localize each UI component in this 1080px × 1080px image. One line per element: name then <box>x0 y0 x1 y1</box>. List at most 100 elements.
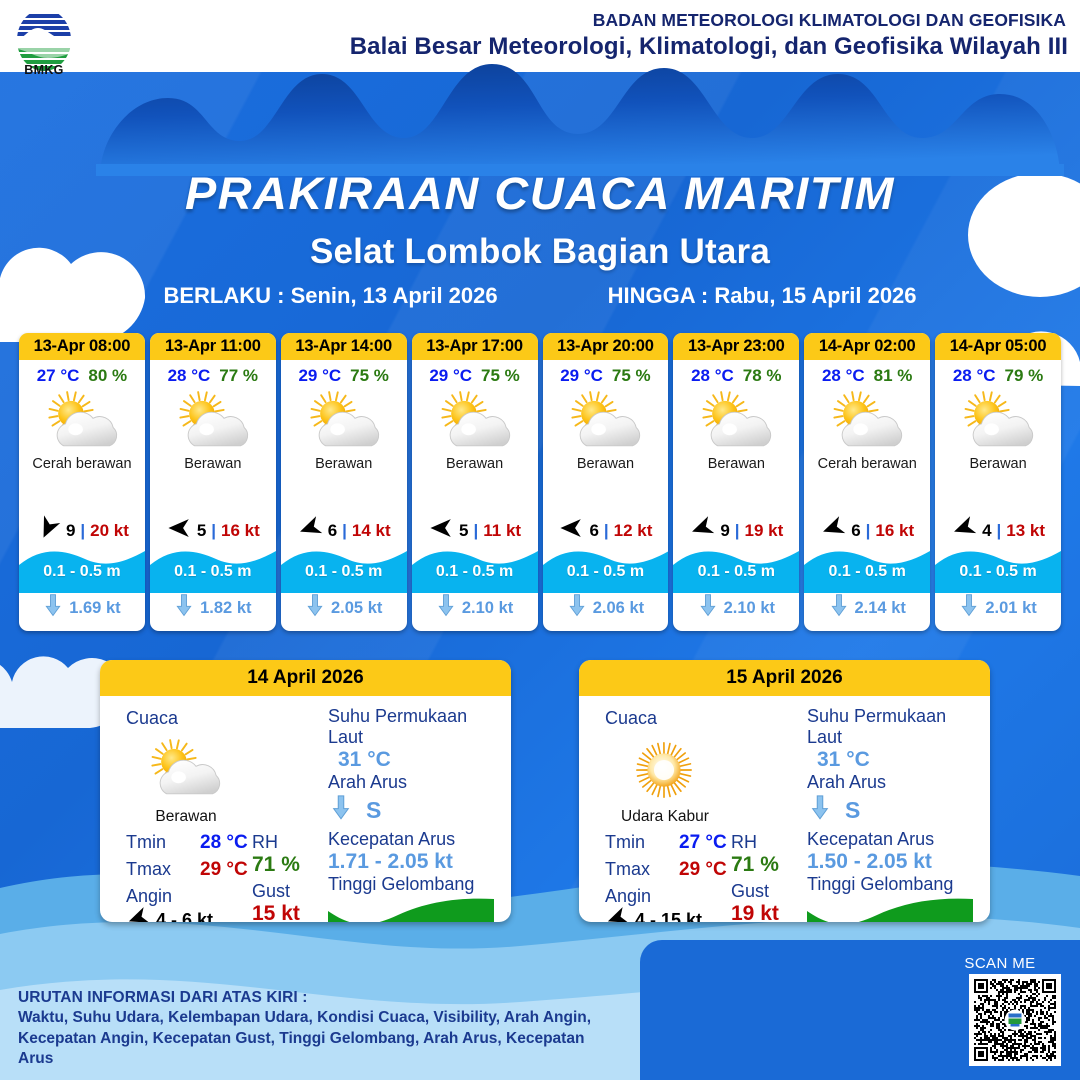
forecast-card[interactable]: 13-Apr 14:00 29 °C 75 % Berawan <box>280 333 407 631</box>
wave-badge-shape-icon <box>807 898 973 922</box>
visibility-value: 5 <box>196 520 207 540</box>
arrow-down-icon <box>307 594 323 617</box>
valid-to: HINGGA : Rabu, 15 April 2026 <box>608 283 917 309</box>
label-rh: RH <box>731 832 757 852</box>
wind-arrow-icon <box>299 516 322 534</box>
wave-shape-icon <box>149 551 276 593</box>
wind-arrow-sw-icon <box>35 515 61 546</box>
forecast-time: 14-Apr 02:00 <box>804 333 931 360</box>
tmax-value: 29 °C <box>200 859 248 880</box>
wind-arrow-wsw-icon <box>820 515 846 546</box>
arrow-down-icon <box>174 593 194 623</box>
agency-name-line1: BADAN METEOROLOGI KLIMATOLOGI DAN GEOFIS… <box>592 10 1066 30</box>
weather-icon <box>150 386 276 458</box>
weather-icon <box>281 386 407 458</box>
label-gust: Gust <box>252 881 291 901</box>
weather-label: Cerah berawan <box>817 456 917 472</box>
wind-row: 6 | 14 kt <box>281 515 407 546</box>
forecast-time: 13-Apr 08:00 <box>19 333 145 360</box>
gust-value: 19 kt <box>731 902 779 922</box>
forecast-card-row: 13-Apr 08:00 27 °C 80 % Cerah berawan <box>19 333 1061 631</box>
current-speed: 2.01 kt <box>985 598 1037 617</box>
current-speed: 2.10 kt <box>723 598 775 617</box>
top-wave-decoration <box>96 64 1064 176</box>
daily-summary-panel[interactable]: 15 April 2026 Cuaca Udara Kabur Tmin 27 … <box>579 660 990 922</box>
wind-arrow-icon <box>560 519 582 537</box>
arrow-down-icon <box>43 593 63 623</box>
current-row: 2.10 kt <box>673 593 799 623</box>
legend-line1: Waktu, Suhu Udara, Kelembapan Udara, Kon… <box>18 1009 592 1027</box>
wave-graphic <box>280 545 407 593</box>
wave-height: 0.1 - 0.5 m <box>305 563 383 580</box>
qr-code-icon[interactable] <box>969 974 1061 1066</box>
wave-shape-icon <box>935 551 1061 593</box>
sun-cloud-icon <box>440 391 510 447</box>
wave-graphic <box>411 545 538 593</box>
arrow-down-icon <box>698 593 718 623</box>
wind-speed: 12 kt <box>613 520 653 540</box>
wave-height: 0.1 - 0.5 m <box>174 563 252 580</box>
separator: | <box>211 520 217 540</box>
forecast-card[interactable]: 13-Apr 08:00 27 °C 80 % Cerah berawan <box>19 333 145 631</box>
wind-range: 4 - 6 kt <box>156 910 214 922</box>
daily-weather-label: Udara Kabur <box>621 808 709 825</box>
current-direction-value: S <box>845 796 861 823</box>
gust-value: 15 kt <box>252 902 300 922</box>
wind-row: 9 | 20 kt <box>19 515 145 546</box>
wave-height-badge: 0.5 - 1.25 m <box>807 897 973 922</box>
wind-speed: 13 kt <box>1006 520 1046 540</box>
arrow-down-icon <box>830 594 847 617</box>
angin-row: Angin <box>126 886 356 907</box>
daily-summary-panel[interactable]: 14 April 2026 Cuaca Berawan <box>100 660 511 922</box>
current-row: 2.01 kt <box>935 593 1061 623</box>
separator: | <box>342 520 347 540</box>
current-row: 2.10 kt <box>412 593 538 623</box>
label-kecepatan-arus: Kecepatan Arus <box>328 828 456 849</box>
weather-icon <box>935 386 1061 458</box>
forecast-card[interactable]: 13-Apr 20:00 29 °C 75 % Berawan <box>542 333 669 631</box>
humidity: 79 % <box>1004 366 1044 385</box>
visibility-value: 9 <box>65 520 76 540</box>
forecast-card[interactable]: 13-Apr 17:00 29 °C 75 % Berawan <box>411 333 538 631</box>
wind-arrow-wsw-icon <box>951 515 977 546</box>
daily-marine-col: Suhu Permukaan Laut 31 °C Arah Arus S Ke… <box>807 706 985 922</box>
separator: | <box>996 520 1002 540</box>
label-tmax: Tmax <box>126 859 171 879</box>
tmax-row: Tmax 29 °C <box>605 859 835 881</box>
air-temperature: 28 °C <box>952 366 996 385</box>
forecast-time: 13-Apr 23:00 <box>673 333 800 360</box>
wind-arrow-icon <box>823 516 846 534</box>
forecast-card[interactable]: 14-Apr 02:00 28 °C 81 % Cerah berawan <box>804 333 931 631</box>
wave-height: 0.1 - 0.5 m <box>828 563 906 580</box>
wind-arrow-wsw-icon <box>689 515 715 546</box>
forecast-card[interactable]: 13-Apr 11:00 28 °C 77 % Berawan <box>149 333 276 631</box>
sun-cloud-icon <box>151 739 221 795</box>
current-row: 1.82 kt <box>150 593 276 623</box>
daily-wind-row: 4 - 6 kt <box>126 906 213 922</box>
daily-rh-gust: RH 71 % Gust 15 kt <box>252 832 352 922</box>
arrow-down-icon <box>569 594 585 617</box>
sun-cloud-icon <box>310 391 379 447</box>
temp-humidity-row: 29 °C 75 % <box>543 360 669 386</box>
arrow-down-icon <box>45 594 61 617</box>
wind-row: 6 | 16 kt <box>804 515 930 546</box>
visibility-value: 9 <box>720 520 730 540</box>
current-row: 1.69 kt <box>19 593 145 623</box>
label-cuaca: Cuaca <box>605 708 658 728</box>
daily-rh-gust: RH 71 % Gust 19 kt <box>731 832 831 922</box>
weather-label: Cerah berawan <box>32 456 132 472</box>
label-rh: RH <box>252 832 278 852</box>
humidity: 75 % <box>611 366 651 385</box>
current-speed: 2.05 kt <box>331 598 383 617</box>
humidity: 75 % <box>481 366 520 385</box>
page-subtitle: Selat Lombok Bagian Utara <box>309 232 771 271</box>
arrow-down-icon <box>305 593 325 623</box>
arrow-down-icon <box>438 594 454 617</box>
separator: | <box>865 520 871 540</box>
forecast-card[interactable]: 13-Apr 23:00 28 °C 78 % Berawan <box>673 333 800 631</box>
forecast-card[interactable]: 14-Apr 05:00 28 °C 79 % Berawan <box>935 333 1061 631</box>
wave-graphic <box>804 545 931 593</box>
wind-speed: 11 kt <box>483 520 522 540</box>
tmax-row: Tmax 29 °C <box>126 859 356 881</box>
